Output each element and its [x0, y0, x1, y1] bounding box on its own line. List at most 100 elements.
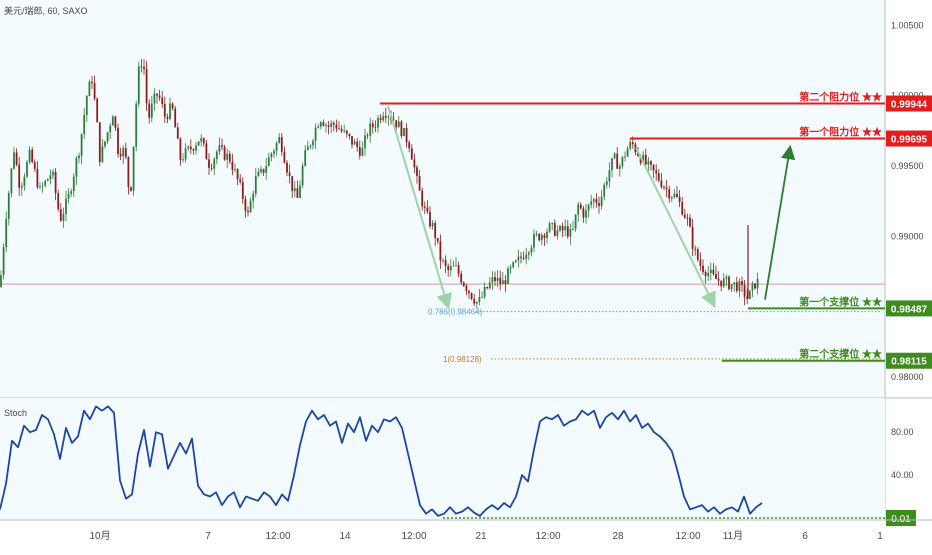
candle-body: [179, 138, 182, 160]
candle-body: [600, 196, 603, 207]
candle-body: [228, 153, 231, 162]
candle-body: [483, 286, 486, 297]
candle-body: [23, 176, 26, 187]
candle-body: [267, 157, 270, 167]
candle-body: [569, 228, 572, 237]
support-level-name: 第二个支撑位 ★★: [799, 348, 882, 361]
candle-body: [598, 203, 600, 207]
candle-body: [613, 153, 616, 159]
x-tick-label: 11月: [723, 530, 743, 542]
support-price-tag: [886, 300, 932, 317]
candle-body: [551, 223, 554, 224]
candle-body: [345, 130, 348, 134]
candle-body: [405, 127, 408, 143]
candle-body: [577, 204, 580, 215]
candle-body: [449, 266, 452, 271]
candle-body: [176, 127, 179, 139]
candle-body: [171, 103, 174, 109]
candle-body: [236, 169, 239, 180]
candle-body: [496, 277, 499, 282]
candle-body: [741, 281, 743, 286]
candle-body: [559, 226, 561, 231]
pattern-arrow: [635, 147, 716, 309]
candle-body: [751, 283, 754, 291]
stoch-baseline-label: 0.01: [891, 514, 911, 525]
candle-body: [509, 267, 512, 269]
candle-body: [579, 204, 582, 209]
candle-body: [340, 128, 343, 132]
candle-body: [59, 209, 62, 221]
candle-body: [470, 292, 473, 299]
candle-body: [491, 277, 494, 283]
candle-body: [46, 179, 49, 181]
candle-body: [44, 180, 47, 186]
candle-body: [436, 238, 439, 242]
candle-body: [408, 142, 411, 149]
candle-body: [704, 271, 707, 277]
candle-body: [348, 133, 351, 137]
candle-body: [280, 137, 283, 152]
candle-body: [564, 226, 567, 231]
candle-body: [683, 214, 686, 218]
candle-body: [62, 213, 65, 221]
candle-body: [208, 159, 210, 168]
candle-body: [57, 193, 60, 210]
candle-body: [585, 210, 587, 218]
candle-body: [88, 81, 91, 97]
candle-body: [364, 135, 366, 148]
candle-body: [416, 167, 418, 177]
candle-body: [343, 130, 346, 132]
candle-body: [299, 185, 301, 198]
fib-label: 1(0.98128): [443, 355, 482, 364]
candle-body: [351, 136, 353, 145]
candle-body: [595, 199, 598, 204]
candle-body: [434, 223, 437, 239]
candle-body: [717, 279, 720, 281]
x-tick-label: 12:00: [401, 531, 426, 542]
candle-body: [148, 103, 151, 118]
candle-body: [127, 157, 130, 188]
candle-body: [140, 66, 143, 68]
candle-body: [522, 257, 525, 259]
candle-body: [663, 187, 665, 188]
candle-body: [36, 168, 39, 188]
candle-body: [91, 81, 93, 84]
candle-body: [553, 223, 556, 236]
candle-body: [158, 95, 161, 98]
candle-body: [421, 190, 424, 207]
price-tick-label: 0.99000: [891, 231, 924, 241]
candle-body: [283, 151, 286, 163]
candle-body: [293, 188, 296, 191]
candle-body: [163, 103, 166, 117]
candle-body: [715, 273, 717, 280]
candle-body: [696, 249, 699, 260]
candle-body: [543, 234, 546, 239]
candle-body: [361, 147, 364, 156]
candle-body: [561, 226, 564, 231]
candle-body: [33, 162, 36, 169]
candle-body: [546, 231, 548, 239]
candle-body: [322, 122, 325, 126]
candle-body: [98, 122, 101, 162]
candle-body: [527, 252, 530, 255]
candle-body: [384, 116, 387, 118]
candle-body: [231, 161, 234, 170]
candle-body: [475, 301, 478, 304]
candle-body: [631, 142, 634, 145]
candle-body: [574, 214, 577, 229]
candle-body: [686, 217, 689, 219]
candle-body: [639, 156, 642, 163]
candle-body: [296, 188, 299, 198]
candle-body: [413, 159, 416, 168]
candle-body: [572, 228, 574, 230]
candle-body: [624, 156, 626, 158]
candle-body: [130, 187, 132, 191]
resistance-level-name: 第二个阻力位 ★★: [799, 91, 882, 104]
candle-body: [442, 260, 444, 261]
candle-body: [702, 265, 704, 272]
candle-body: [252, 193, 255, 201]
candle-body: [260, 169, 262, 172]
x-tick-label: 10月: [89, 530, 110, 542]
candle-body: [10, 168, 13, 194]
